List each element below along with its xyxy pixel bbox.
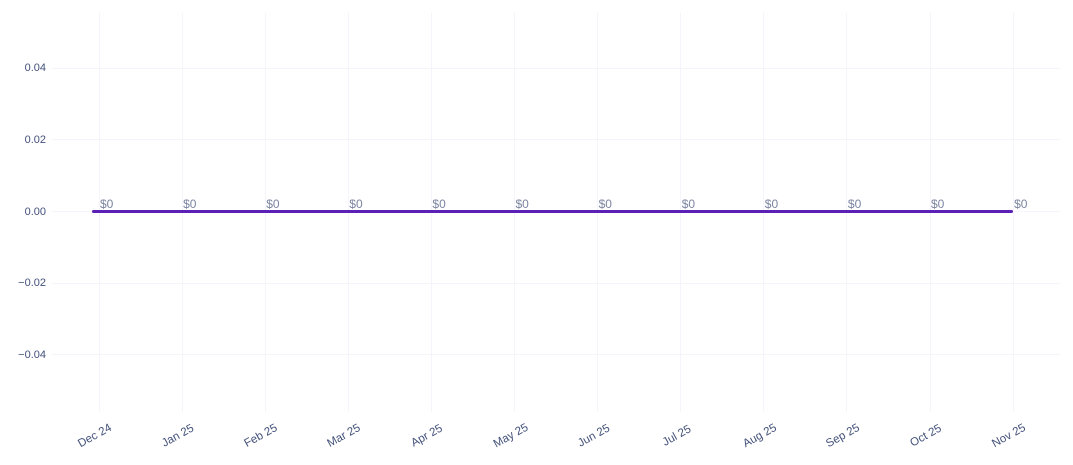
x-tick-label: Mar 25 (325, 422, 363, 450)
x-gridline (1012, 13, 1014, 412)
x-tick-label: Apr 25 (409, 422, 446, 450)
x-tick-label: Feb 25 (242, 422, 280, 450)
x-tick-label: Dec 24 (76, 421, 114, 451)
point-label: $0 (598, 196, 612, 211)
y-tick-label: 0.00 (24, 205, 46, 218)
x-tick-label: Jan 25 (160, 422, 197, 450)
y-gridline (52, 139, 1060, 141)
series-line[interactable] (92, 210, 1014, 213)
y-tick-label: 0.04 (24, 62, 46, 75)
y-gridline (52, 354, 1060, 356)
x-tick-label: Jun 25 (575, 422, 612, 450)
point-label: $0 (349, 196, 363, 211)
point-label: $0 (515, 196, 529, 211)
x-tick-label: Jul 25 (660, 423, 694, 449)
x-tick-label: Aug 25 (740, 421, 779, 451)
y-gridline (52, 282, 1060, 284)
point-label: $0 (847, 196, 862, 211)
point-label: $0 (183, 196, 197, 211)
y-gridline (52, 67, 1060, 69)
point-label: $0 (266, 196, 280, 211)
y-tick-label: −0.04 (18, 348, 46, 361)
point-label: $0 (681, 196, 696, 211)
point-label: $0 (100, 196, 114, 211)
point-label: $0 (432, 196, 446, 211)
y-tick-label: −0.02 (18, 277, 46, 290)
point-label: $0 (1014, 196, 1028, 211)
x-tick-label: Sep 25 (824, 421, 862, 451)
x-tick-label: Nov 25 (990, 421, 1028, 451)
point-label: $0 (764, 196, 779, 211)
y-tick-label: 0.02 (24, 133, 46, 146)
x-tick-label: Oct 25 (908, 422, 944, 450)
x-tick-label: May 25 (491, 421, 530, 451)
point-label: $0 (931, 196, 945, 211)
